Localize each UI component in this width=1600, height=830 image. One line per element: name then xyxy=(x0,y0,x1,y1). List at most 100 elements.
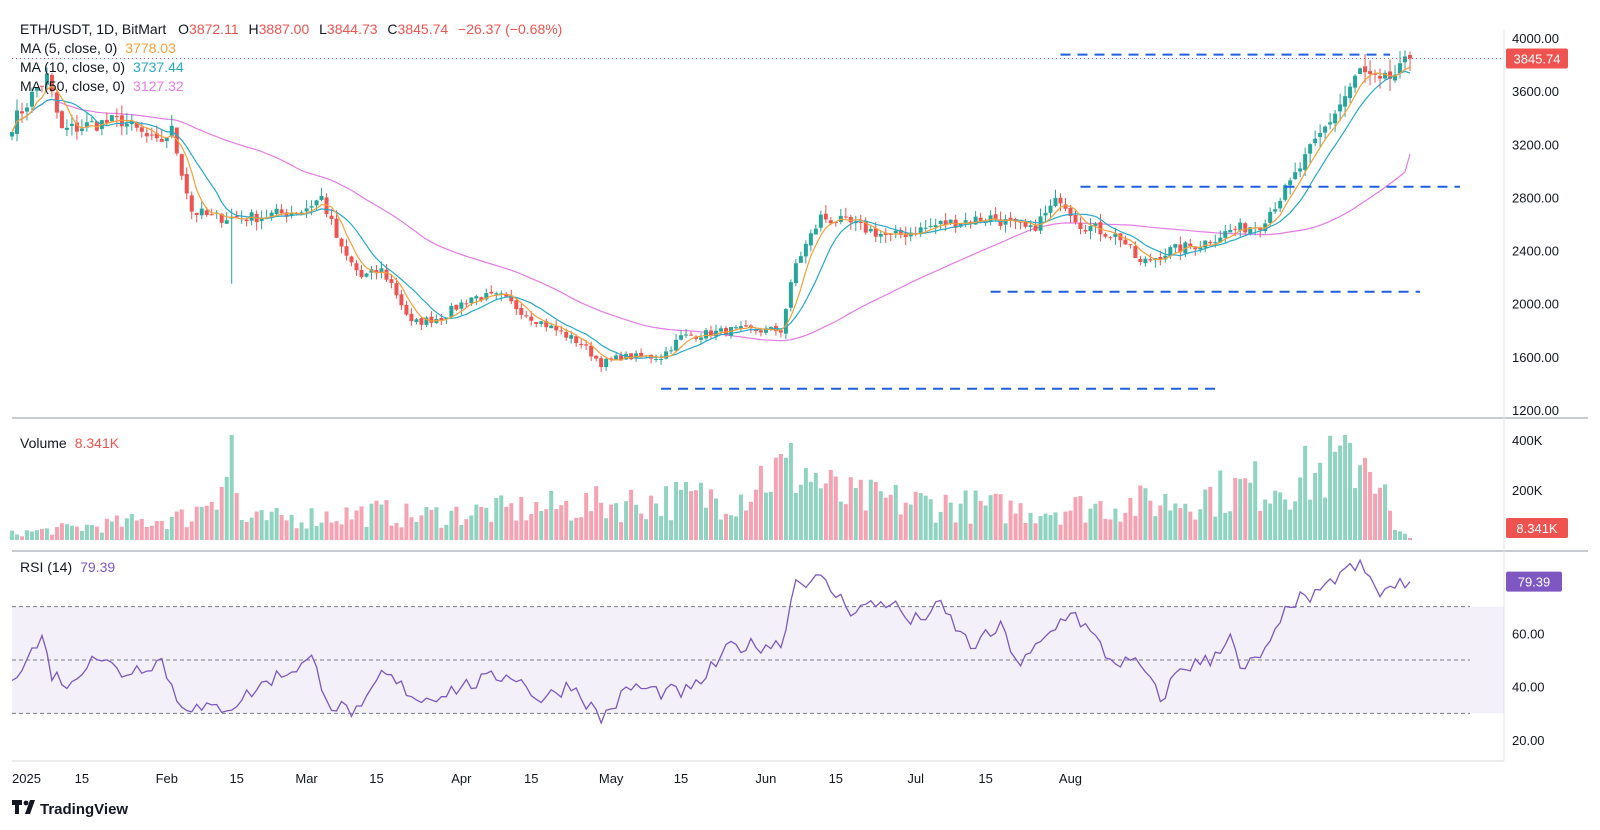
ma50-legend[interactable]: MA (50, close, 0) 3127.32 xyxy=(20,78,184,94)
candle-body xyxy=(1338,104,1343,112)
candle-body xyxy=(669,350,674,352)
volume-bar xyxy=(489,521,494,540)
candle-body xyxy=(783,309,788,334)
volume-bar xyxy=(484,507,489,540)
volume-bar xyxy=(1268,503,1273,540)
candle-body xyxy=(284,212,289,217)
volume-bar xyxy=(174,511,179,540)
candle-body xyxy=(1323,126,1328,133)
candle-body xyxy=(1238,222,1243,231)
candle-body xyxy=(674,339,679,351)
candle-body xyxy=(569,335,574,339)
candle-body xyxy=(1053,197,1058,207)
candle-body xyxy=(1268,211,1273,224)
candle-body xyxy=(309,206,314,208)
volume-bar xyxy=(29,531,34,540)
rsi-legend[interactable]: RSI (14) 79.39 xyxy=(20,559,115,575)
volume-bar xyxy=(44,528,49,540)
volume-bar xyxy=(748,501,753,540)
candle-body xyxy=(34,87,39,91)
candle-body xyxy=(878,233,883,237)
volume-bar xyxy=(624,501,629,540)
volume-bar xyxy=(838,501,843,540)
volume-bar xyxy=(1013,513,1018,540)
volume-bar xyxy=(923,495,928,540)
volume-bar xyxy=(289,514,294,540)
ma50-value: 3127.32 xyxy=(133,78,184,94)
candle-body xyxy=(494,293,499,295)
volume-bar xyxy=(1288,509,1293,540)
candle-body xyxy=(808,233,813,246)
volume-bar xyxy=(1033,523,1038,540)
volume-bar xyxy=(1323,497,1328,540)
candle-body xyxy=(1368,71,1373,74)
volume-bar xyxy=(104,518,109,540)
candle-body xyxy=(584,344,589,346)
volume-bar xyxy=(1158,505,1163,540)
time-tick-label: May xyxy=(599,771,624,786)
volume-bar xyxy=(464,519,469,540)
candle-body xyxy=(54,92,59,113)
candle-body xyxy=(709,330,713,336)
volume-bar xyxy=(409,517,414,540)
candle-body xyxy=(124,123,129,127)
candle-body xyxy=(1398,63,1403,74)
volume-bar xyxy=(1353,488,1358,540)
volume-bar xyxy=(144,526,149,540)
volume-bar xyxy=(858,479,863,540)
rsi-badge xyxy=(1506,571,1562,592)
candle-body xyxy=(843,216,848,218)
volume-bar xyxy=(194,506,199,540)
time-tick-label: Jun xyxy=(755,771,776,786)
volume-bar xyxy=(699,482,704,540)
volume-bar xyxy=(1193,519,1198,540)
tradingview-logo[interactable]: TradingView xyxy=(12,800,128,818)
ma10-legend[interactable]: MA (10, close, 0) 3737.44 xyxy=(20,59,184,75)
candle-body xyxy=(414,319,419,323)
volume-bar xyxy=(344,507,349,540)
volume-bar xyxy=(669,520,674,540)
volume-bar xyxy=(269,511,274,540)
volume-bar xyxy=(1283,499,1288,540)
volume-bar xyxy=(519,496,524,540)
volume-bar xyxy=(1198,509,1203,540)
candle-body xyxy=(39,85,44,87)
candle-body xyxy=(1108,237,1113,239)
time-tick-label: 15 xyxy=(75,771,89,786)
volume-bar xyxy=(1373,493,1378,540)
volume-bar xyxy=(1238,479,1243,540)
volume-bar xyxy=(913,491,918,540)
volume-bar xyxy=(394,523,399,540)
candle-body xyxy=(893,230,898,234)
volume-legend[interactable]: Volume 8.341K xyxy=(20,435,120,451)
price-tick-label: 1600.00 xyxy=(1512,350,1559,365)
volume-bar xyxy=(788,442,793,540)
volume-bar xyxy=(1393,529,1398,540)
volume-bar xyxy=(329,522,334,540)
candle-body xyxy=(524,315,529,317)
candle-body xyxy=(1288,180,1293,186)
volume-bar xyxy=(783,457,788,540)
volume-bar xyxy=(1173,503,1178,540)
candle-body xyxy=(484,293,489,300)
volume-bar xyxy=(514,520,519,540)
candle-body xyxy=(29,91,34,107)
volume-bar xyxy=(1073,497,1078,540)
candle-body xyxy=(449,305,454,317)
volume-bar xyxy=(803,468,808,540)
volume-bar xyxy=(509,503,514,540)
volume-bar xyxy=(1118,521,1123,540)
tv-logo-mark-dot xyxy=(23,800,29,806)
time-tick-label: 2025 xyxy=(12,771,41,786)
candle-body xyxy=(119,115,124,127)
volume-bar xyxy=(1293,501,1298,540)
ma5-legend[interactable]: MA (5, close, 0) 3778.03 xyxy=(20,40,176,56)
candle-body xyxy=(154,133,159,139)
candle-body xyxy=(354,263,359,271)
volume-label: Volume xyxy=(20,435,67,451)
candle-body xyxy=(634,353,639,359)
candle-body xyxy=(79,128,84,132)
high-value: 3887.00 xyxy=(259,21,310,37)
volume-tick-label: 200K xyxy=(1512,483,1543,498)
